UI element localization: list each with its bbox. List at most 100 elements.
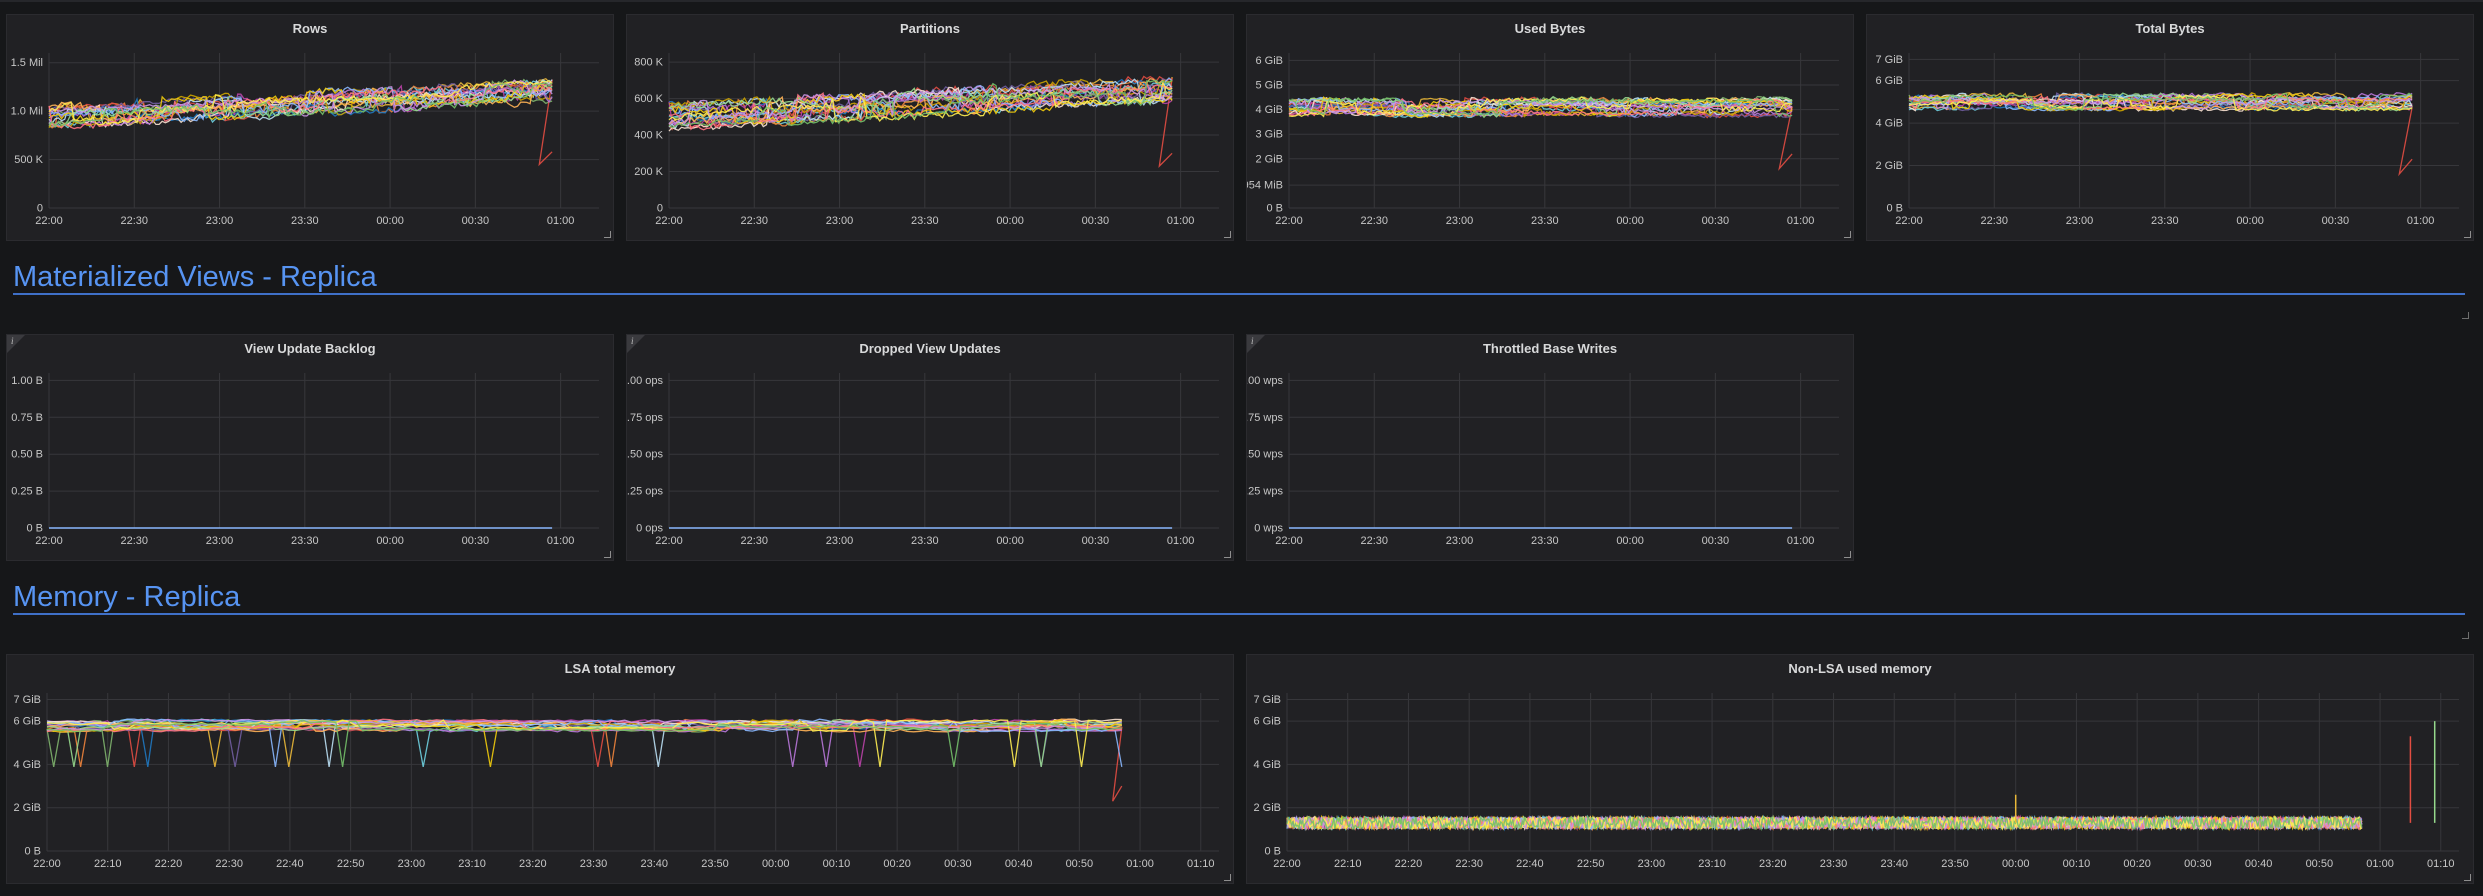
series-line: [1288, 96, 1793, 118]
panel-total-bytes[interactable]: Total Bytes 0 B 2 GiB 4 GiB 6 GiB 7 GiB 22:00…: [1866, 14, 2474, 241]
x-tick-label: 01:00: [547, 535, 575, 547]
y-tick-label: 600 K: [634, 93, 663, 105]
series-line: [1288, 98, 1793, 115]
x-tick-label: 23:30: [580, 858, 608, 870]
y-tick-label: 1.00 wps: [1247, 375, 1283, 387]
panel-non-lsa-used-memory[interactable]: Non-LSA used memory 0 B 2 GiB 4 GiB 6 GiB 7 …: [1246, 654, 2474, 884]
x-tick-label: 22:00: [1273, 858, 1301, 870]
x-tick-label: 00:00: [996, 215, 1024, 227]
x-tick-label: 22:20: [1395, 858, 1423, 870]
resize-handle[interactable]: [604, 231, 611, 238]
x-tick-label: 23:20: [519, 858, 547, 870]
panel-dropped-view-updates[interactable]: i Dropped View Updates 0 ops 0.25 ops 0.50…: [626, 334, 1234, 561]
x-tick-label: 00:30: [1702, 215, 1730, 227]
y-tick-label: 2 GiB: [1875, 160, 1903, 172]
info-corner[interactable]: [1247, 335, 1265, 353]
panel-title[interactable]: Rows: [292, 21, 328, 36]
panel-throttled-base-writes[interactable]: i Throttled Base Writes 0 wps 0.25 wps 0.5…: [1246, 334, 1854, 561]
x-tick-label: 00:00: [1616, 535, 1644, 547]
panel-title[interactable]: View Update Backlog: [244, 341, 376, 356]
x-tick-label: 22:00: [35, 535, 63, 547]
x-tick-label: 00:30: [462, 215, 490, 227]
x-tick-label: 23:30: [291, 215, 319, 227]
x-tick-label: 22:20: [155, 858, 183, 870]
y-tick-label: 6 GiB: [1875, 75, 1903, 87]
resize-handle[interactable]: [1224, 551, 1231, 558]
y-tick-label: 0 B: [26, 523, 43, 535]
series-line: [48, 79, 553, 117]
panel-title[interactable]: Partitions: [900, 21, 960, 36]
resize-handle[interactable]: [1224, 874, 1231, 881]
row-title-materialized-views[interactable]: Materialized Views - Replica: [13, 261, 377, 293]
series-line: [48, 85, 553, 126]
x-tick-label: 23:50: [1941, 858, 1969, 870]
panel-title[interactable]: Non-LSA used memory: [1788, 661, 1932, 676]
x-tick-label: 23:00: [826, 215, 854, 227]
x-tick-label: 00:50: [1066, 858, 1094, 870]
x-tick-label: 01:00: [1167, 535, 1195, 547]
series-line: [1908, 92, 2413, 111]
x-tick-label: 01:00: [2366, 858, 2394, 870]
x-tick-label: 22:00: [1895, 215, 1923, 227]
y-tick-label: 1.0 Mil: [11, 106, 43, 118]
y-tick-label: 0.25 wps: [1247, 486, 1283, 498]
info-icon[interactable]: i: [11, 336, 14, 346]
panel-lsa-total-memory[interactable]: LSA total memory 0 B 2 GiB 4 GiB 6 GiB 7 GiB…: [6, 654, 1234, 884]
info-corner[interactable]: [627, 335, 645, 353]
x-tick-label: 22:30: [1361, 215, 1389, 227]
view-update-backlog-chart: 0 B 0.25 B 0.50 B 0.75 B 1.00 B 22:00 22:30 23:…: [11, 373, 599, 547]
y-tick-label: 200 K: [634, 166, 663, 178]
y-tick-label: 0.75 B: [11, 412, 43, 424]
panel-rows[interactable]: Rows 0 500 K 1.0 Mil 1.5 Mil 22:00 22:30 23:00…: [6, 14, 614, 241]
panel-title[interactable]: LSA total memory: [564, 661, 676, 676]
x-tick-label: 23:00: [398, 858, 426, 870]
x-tick-label: 23:30: [1531, 535, 1559, 547]
y-tick-label: 0 B: [24, 846, 41, 858]
panel-title[interactable]: Total Bytes: [2135, 21, 2205, 36]
series-line: [48, 82, 553, 128]
x-tick-label: 00:00: [376, 215, 404, 227]
y-tick-label: 0 B: [1886, 203, 1903, 215]
x-tick-label: 22:00: [655, 215, 683, 227]
series-line: [46, 718, 1122, 731]
x-tick-label: 23:20: [1759, 858, 1787, 870]
resize-handle[interactable]: [1844, 551, 1851, 558]
info-icon[interactable]: i: [1251, 336, 1254, 346]
x-tick-label: 01:00: [547, 215, 575, 227]
y-tick-label: 7 GiB: [1875, 54, 1903, 66]
resize-handle[interactable]: [2464, 231, 2471, 238]
resize-handle[interactable]: [1844, 231, 1851, 238]
x-tick-label: 22:00: [655, 535, 683, 547]
y-tick-label: 6 GiB: [1253, 716, 1281, 728]
y-tick-label: 0 B: [1264, 846, 1281, 858]
x-tick-label: 22:30: [741, 535, 769, 547]
x-tick-label: 01:00: [1787, 535, 1815, 547]
x-tick-label: 00:10: [2063, 858, 2091, 870]
panel-used-bytes[interactable]: Used Bytes 0 B 954 MiB 2 GiB 3 GiB 4 GiB 5 Gi…: [1246, 14, 1854, 241]
resize-handle[interactable]: [1224, 231, 1231, 238]
panel-title[interactable]: Throttled Base Writes: [1482, 341, 1618, 356]
series-line: [1908, 93, 2413, 112]
y-tick-label: 0.75 ops: [627, 412, 663, 424]
info-corner[interactable]: [7, 335, 25, 353]
partitions-chart: 0 200 K 400 K 600 K 800 K 22:00 22:30 23:00 23:3…: [634, 53, 1219, 227]
panel-title[interactable]: Used Bytes: [1514, 21, 1586, 36]
panel-view-update-backlog[interactable]: i View Update Backlog 0 B 0.25 B 0.50 B 0.7…: [6, 334, 614, 561]
x-tick-label: 22:30: [1361, 535, 1389, 547]
panel-title[interactable]: Dropped View Updates: [859, 341, 1001, 356]
panel-partitions[interactable]: Partitions 0 200 K 400 K 600 K 800 K 22:00 22:…: [626, 14, 1234, 241]
lsa-total-memory-chart: 0 B 2 GiB 4 GiB 6 GiB 7 GiB 22:00 22:10 22:20 22…: [13, 693, 1219, 870]
row-title-memory[interactable]: Memory - Replica: [13, 581, 241, 613]
series-line: [668, 77, 1173, 125]
x-tick-label: 01:00: [1787, 215, 1815, 227]
x-tick-label: 22:00: [1275, 535, 1303, 547]
resize-handle[interactable]: [604, 551, 611, 558]
y-tick-label: 0 wps: [1254, 523, 1283, 535]
row-drag-handle[interactable]: [2462, 632, 2469, 639]
y-tick-label: 2 GiB: [1255, 153, 1283, 165]
row-divider: [13, 293, 2465, 295]
row-drag-handle[interactable]: [2462, 312, 2469, 319]
resize-handle[interactable]: [2464, 874, 2471, 881]
info-icon[interactable]: i: [631, 336, 634, 346]
x-tick-label: 00:00: [2002, 858, 2030, 870]
